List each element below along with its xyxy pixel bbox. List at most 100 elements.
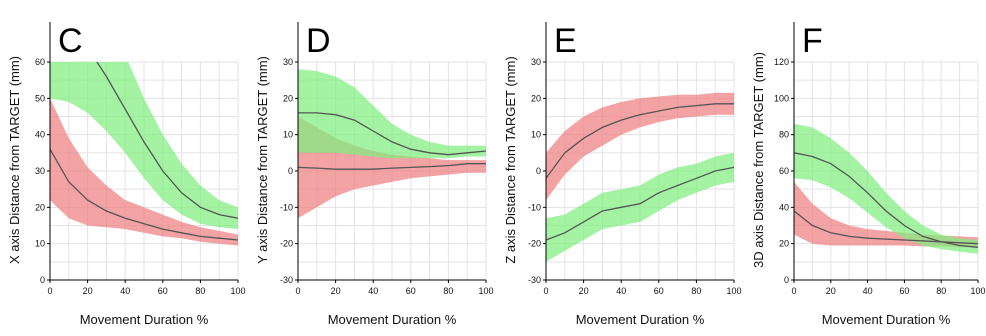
- series-1: [794, 181, 978, 248]
- y-tick-label: -10: [528, 202, 541, 212]
- mean-line: [794, 152, 978, 248]
- y-tick-label: 30: [35, 166, 45, 176]
- x-tick-label: 80: [195, 286, 205, 296]
- confidence-band: [794, 123, 978, 254]
- confidence-band: [794, 181, 978, 248]
- y-tick-label: 80: [779, 130, 789, 140]
- x-axis-label: Movement Duration %: [80, 312, 209, 327]
- mean-line: [96, 62, 238, 219]
- chart-panel-f: 0 20 40 60 80 100 0 20 40 60 80 100 120 Movement Dura…: [751, 22, 986, 327]
- y-axis-label: X axis Distance from TARGET (mm): [7, 56, 22, 264]
- y-tick-label: 0: [40, 275, 45, 285]
- x-tick-label: 60: [654, 286, 664, 296]
- x-tick-label: 20: [83, 286, 93, 296]
- x-tick-label: 100: [726, 286, 741, 296]
- y-axis-label: Z axis Distance from TARGET (mm): [503, 56, 518, 263]
- y-tick-label: 20: [779, 239, 789, 249]
- y-tick-label: 30: [531, 57, 541, 67]
- y-tick-label: 20: [35, 202, 45, 212]
- x-tick-label: 80: [691, 286, 701, 296]
- x-axis-label: Movement Duration %: [822, 312, 951, 327]
- y-tick-label: 0: [536, 166, 541, 176]
- y-tick-label: 20: [531, 93, 541, 103]
- y-tick-label: 10: [283, 130, 293, 140]
- series-1: [298, 116, 486, 219]
- series-2-mean: [794, 152, 978, 248]
- y-tick-label: 60: [779, 166, 789, 176]
- series-2-mean: [546, 166, 734, 241]
- y-tick-label: -30: [280, 275, 293, 285]
- mean-line: [298, 163, 486, 170]
- y-tick-label: 100: [774, 93, 789, 103]
- x-axis-label: Movement Duration %: [576, 312, 705, 327]
- y-tick-label: 0: [288, 166, 293, 176]
- x-tick-label: 20: [826, 286, 836, 296]
- y-tick-label: 10: [531, 130, 541, 140]
- series-1-mean: [50, 148, 238, 241]
- confidence-band: [50, 98, 238, 246]
- series-2: [298, 69, 486, 159]
- x-tick-label: 40: [368, 286, 378, 296]
- x-tick-label: 40: [616, 286, 626, 296]
- panel-letter: C: [58, 22, 83, 60]
- y-tick-label: -30: [528, 275, 541, 285]
- x-tick-label: 100: [478, 286, 493, 296]
- series-2-mean: [298, 112, 486, 156]
- x-tick-label: 100: [970, 286, 985, 296]
- y-tick-label: 10: [35, 239, 45, 249]
- x-axis-label: Movement Duration %: [328, 312, 457, 327]
- y-tick-label: 120: [774, 57, 789, 67]
- y-tick-label: -20: [528, 239, 541, 249]
- series-1-mean: [794, 210, 978, 245]
- x-tick-label: 60: [158, 286, 168, 296]
- x-tick-label: 60: [406, 286, 416, 296]
- series-2: [546, 152, 734, 262]
- x-tick-label: 60: [899, 286, 909, 296]
- mean-line: [546, 103, 734, 179]
- panel-letter: E: [554, 22, 577, 60]
- y-tick-label: 0: [784, 275, 789, 285]
- chart-panel-d: 0 20 40 60 80 100 -30 -20 -10 0 10 20 30 Movement Dur…: [255, 22, 494, 327]
- x-tick-label: 80: [936, 286, 946, 296]
- x-tick-label: 20: [331, 286, 341, 296]
- y-tick-label: 40: [779, 202, 789, 212]
- x-tick-label: 20: [579, 286, 589, 296]
- y-tick-label: 60: [35, 57, 45, 67]
- y-axis-label: Y axis Distance from TARGET (mm): [255, 56, 270, 264]
- y-tick-label: 40: [35, 130, 45, 140]
- series-2: [50, 62, 238, 230]
- mean-line: [298, 112, 486, 156]
- confidence-band: [298, 69, 486, 159]
- series-2-mean: [96, 62, 238, 219]
- x-tick-label: 80: [443, 286, 453, 296]
- mean-line: [794, 210, 978, 245]
- series-1: [546, 92, 734, 201]
- x-tick-label: 0: [47, 286, 52, 296]
- chart-panel-c: 0 20 40 60 80 100 0 10 20 30 40 50 60 Movement Durati…: [7, 22, 246, 327]
- mean-line: [546, 166, 734, 241]
- x-tick-label: 40: [120, 286, 130, 296]
- mean-line: [50, 148, 238, 241]
- series-1-mean: [298, 163, 486, 170]
- y-tick-label: 30: [283, 57, 293, 67]
- confidence-band: [50, 62, 238, 230]
- confidence-band: [298, 116, 486, 219]
- y-tick-label: 20: [283, 93, 293, 103]
- y-axis-label: 3D axis Distance from TARGET (mm): [751, 52, 766, 268]
- confidence-band: [546, 92, 734, 201]
- y-tick-label: 50: [35, 93, 45, 103]
- y-tick-label: -20: [280, 239, 293, 249]
- series-2: [794, 123, 978, 254]
- x-tick-label: 0: [543, 286, 548, 296]
- confidence-band: [546, 152, 734, 262]
- x-tick-label: 0: [295, 286, 300, 296]
- series-1-mean: [546, 103, 734, 179]
- panel-letter: D: [306, 22, 331, 60]
- series-1: [50, 98, 238, 246]
- y-tick-label: -10: [280, 202, 293, 212]
- x-tick-label: 0: [791, 286, 796, 296]
- chart-panel-e: 0 20 40 60 80 100 -30 -20 -10 0 10 20 30 Movement Dur…: [503, 22, 742, 327]
- x-tick-label: 40: [863, 286, 873, 296]
- panel-letter: F: [802, 22, 823, 60]
